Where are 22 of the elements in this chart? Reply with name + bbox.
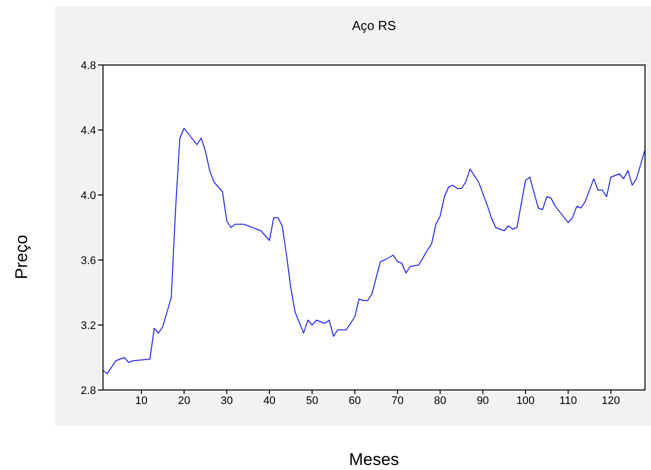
line-series — [103, 128, 645, 374]
y-tick-label: 4.8 — [80, 60, 96, 72]
x-tick-label: 40 — [263, 394, 276, 407]
x-tick-label: 90 — [476, 394, 489, 407]
y-tick-label: 3.2 — [80, 320, 96, 332]
y-tick-label: 4.0 — [80, 190, 96, 202]
x-tick-label: 100 — [516, 394, 535, 407]
x-tick-label: 30 — [220, 394, 233, 407]
x-tick-label: 60 — [348, 394, 361, 407]
y-tick-label: 4.4 — [80, 124, 96, 137]
y-axis-title: Preço — [12, 234, 32, 280]
x-tick-label: 110 — [559, 394, 577, 407]
x-tick-label: 20 — [178, 394, 190, 407]
chart-title: Aço RS — [350, 18, 398, 33]
x-tick-label: 80 — [434, 394, 446, 407]
y-tick-label: 2.8 — [80, 384, 96, 397]
x-tick-label: 120 — [602, 394, 620, 407]
x-tick-label: 10 — [135, 394, 148, 407]
x-tick-label: 70 — [391, 394, 404, 407]
x-axis-title: Meses — [348, 450, 400, 470]
x-tick-label: 50 — [306, 394, 318, 407]
y-tick-label: 3.6 — [80, 254, 96, 267]
